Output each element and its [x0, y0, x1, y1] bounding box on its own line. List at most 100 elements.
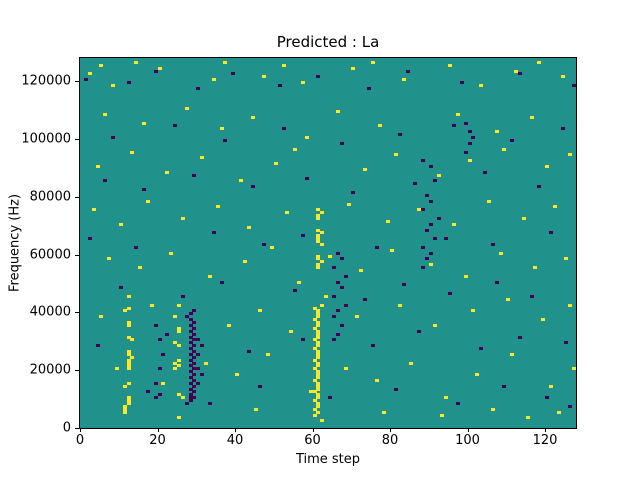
heatmap-cell	[444, 237, 449, 241]
y-tick-mark	[75, 138, 79, 140]
heatmap-cell	[200, 156, 205, 160]
heatmap-cell	[417, 329, 422, 333]
heatmap-cell	[409, 361, 414, 365]
heatmap-cell	[572, 84, 576, 88]
heatmap-cell	[192, 396, 197, 400]
heatmap-cell	[316, 361, 321, 365]
heatmap-cell	[355, 315, 360, 319]
heatmap-cell	[316, 234, 321, 238]
heatmap-cell	[126, 358, 131, 362]
heatmap-cell	[192, 378, 197, 382]
heatmap-cell	[564, 257, 569, 261]
heatmap-cell	[122, 384, 127, 388]
heatmap-cell	[188, 335, 193, 339]
heatmap-cell	[262, 243, 267, 246]
heatmap-cell	[165, 170, 170, 174]
heatmap-cell	[529, 115, 534, 119]
heatmap-cell	[421, 245, 425, 249]
heatmap-cell	[269, 245, 274, 249]
y-tick-label: 100000	[21, 131, 71, 147]
heatmap-cell	[130, 150, 135, 154]
heatmap-cell	[300, 338, 305, 342]
heatmap-cell	[200, 373, 205, 377]
heatmap-cell	[510, 352, 515, 356]
x-tick-label: 20	[149, 433, 166, 448]
heatmap-cell	[118, 286, 123, 290]
heatmap-cell	[560, 75, 565, 79]
heatmap-cell	[316, 323, 321, 327]
heatmap-cell	[192, 349, 197, 353]
heatmap-cell	[424, 257, 429, 261]
heatmap-cell	[517, 335, 522, 339]
heatmap-cell	[374, 245, 379, 249]
heatmap-cell	[107, 257, 112, 261]
heatmap-cell	[215, 205, 220, 209]
heatmap-cell	[219, 280, 224, 284]
heatmap-cell	[130, 355, 135, 359]
heatmap-cell	[432, 323, 437, 327]
heatmap-cell	[316, 364, 321, 368]
heatmap-cell	[548, 384, 553, 388]
heatmap-cell	[126, 349, 131, 353]
heatmap-cell	[393, 387, 398, 391]
heatmap-cell	[568, 303, 573, 307]
heatmap-cell	[103, 179, 108, 183]
heatmap-cell	[126, 361, 131, 365]
heatmap-cell	[339, 257, 344, 261]
heatmap-cell	[521, 216, 526, 220]
heatmap-cell	[126, 399, 131, 403]
heatmap-cell	[266, 352, 270, 356]
heatmap-cell	[231, 72, 236, 76]
heatmap-cell	[192, 309, 197, 313]
heatmap-cell	[192, 326, 197, 330]
heatmap-cell	[316, 263, 321, 267]
heatmap-cell	[235, 373, 239, 377]
heatmap-cell	[459, 81, 464, 85]
heatmap-cell	[297, 280, 301, 284]
heatmap-cell	[300, 234, 305, 238]
heatmap-cell	[126, 323, 131, 327]
heatmap-cell	[126, 306, 131, 310]
heatmap-cell	[320, 243, 325, 246]
x-axis-label: Time step	[295, 452, 361, 467]
heatmap-cell	[335, 309, 340, 313]
heatmap-cell	[126, 396, 131, 400]
heatmap-cell	[200, 344, 205, 348]
heatmap-cell	[153, 69, 158, 73]
heatmap-cell	[316, 370, 321, 374]
heatmap-cell	[370, 344, 375, 348]
heatmap-cell	[397, 133, 402, 137]
heatmap-cell	[471, 309, 476, 313]
heatmap-cell	[448, 292, 453, 296]
heatmap-cell	[366, 86, 371, 90]
heatmap-cell	[316, 266, 321, 270]
heatmap-cell	[188, 370, 193, 374]
heatmap-cell	[362, 167, 367, 171]
heatmap-cell	[192, 373, 197, 377]
heatmap-cell	[370, 60, 375, 64]
heatmap-cell	[343, 367, 348, 371]
heatmap-cell	[471, 136, 476, 140]
heatmap-cell	[413, 182, 418, 186]
heatmap-cell	[382, 410, 387, 414]
heatmap-cell	[312, 390, 317, 394]
heatmap-cell	[145, 199, 150, 203]
heatmap-cell	[525, 416, 530, 420]
heatmap-cell	[568, 153, 573, 157]
x-tick-label: 40	[226, 433, 244, 448]
heatmap-cell	[130, 338, 135, 342]
heatmap-cell	[188, 358, 193, 362]
heatmap-cell	[316, 214, 321, 218]
heatmap-cell	[99, 315, 104, 319]
heatmap-cell	[467, 159, 472, 163]
heatmap-cell	[316, 344, 321, 348]
y-tick-label: 60000	[29, 247, 71, 263]
heatmap-cell	[428, 199, 433, 203]
heatmap-cell	[180, 216, 185, 220]
heatmap-cell	[188, 387, 193, 391]
heatmap-cell	[254, 407, 259, 411]
heatmap-cell	[118, 222, 123, 226]
heatmap-cell	[153, 396, 158, 400]
x-tick-label: 80	[381, 433, 399, 448]
heatmap-cell	[320, 211, 325, 215]
